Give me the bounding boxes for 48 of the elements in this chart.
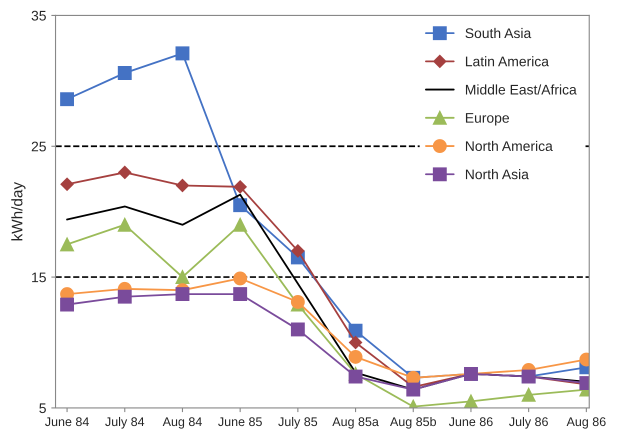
- x-tick-label: July 85: [278, 416, 318, 429]
- point: [348, 350, 363, 364]
- point: [176, 287, 190, 302]
- y-axis-title: kWh/day: [11, 182, 26, 240]
- point: [233, 198, 248, 212]
- legend-label: Europe: [466, 113, 509, 126]
- point: [234, 180, 247, 194]
- y-tick-label: 35: [32, 10, 46, 21]
- point: [291, 244, 304, 258]
- y-tick-label: 25: [32, 142, 46, 152]
- point: [60, 298, 74, 312]
- point: [233, 218, 248, 232]
- point: [290, 295, 305, 309]
- point: [406, 382, 420, 397]
- x-tick-label: July 86: [509, 416, 548, 429]
- x-tick-label: Aug 85b: [390, 416, 436, 429]
- point: [233, 271, 248, 286]
- point: [464, 394, 478, 408]
- point: [60, 237, 74, 252]
- point: [522, 388, 536, 402]
- y-tick-label: 15: [32, 272, 46, 282]
- point: [176, 178, 190, 192]
- x-tick-label: July 84: [105, 416, 144, 429]
- point: [348, 336, 362, 350]
- legend-label: North America: [466, 140, 553, 152]
- point: [118, 66, 132, 80]
- point: [118, 166, 132, 180]
- point: [290, 322, 305, 336]
- legend-label: South Asia: [465, 28, 532, 38]
- x-tick-label: June 86: [448, 417, 493, 426]
- point: [348, 370, 363, 384]
- point: [118, 218, 132, 232]
- x-tick-label: June 84: [45, 417, 89, 426]
- legend-label: Middle East/Africa: [466, 84, 577, 95]
- point: [348, 324, 363, 338]
- point: [60, 92, 74, 106]
- legend-label: North Asia: [466, 169, 529, 180]
- point: [176, 270, 190, 284]
- point: [233, 287, 248, 302]
- y-tick-label: 5: [39, 403, 46, 414]
- x-tick-label: Aug 86: [566, 417, 606, 429]
- x-tick-label: Aug 84: [162, 417, 202, 429]
- x-tick-label: Aug 85a: [332, 417, 379, 429]
- x-tick-label: June 85: [218, 417, 262, 426]
- point: [176, 46, 190, 60]
- point: [60, 178, 74, 191]
- legend-label: Latin America: [466, 56, 549, 66]
- point: [118, 290, 132, 304]
